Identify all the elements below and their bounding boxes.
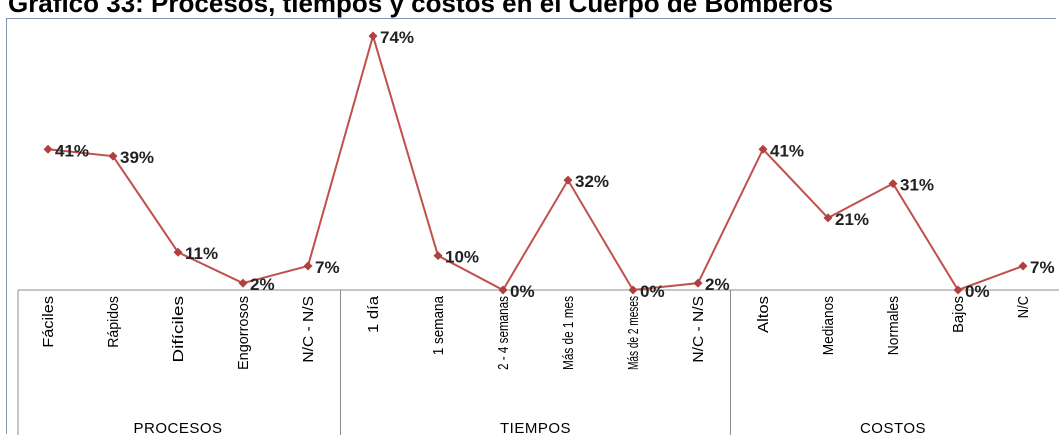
data-point (238, 278, 248, 288)
group-label: COSTOS (860, 420, 926, 435)
category-label: Medianos (820, 296, 837, 355)
category-label: N/C - N/S (690, 296, 707, 363)
data-point (823, 213, 833, 223)
data-point (173, 247, 183, 257)
data-point (1018, 261, 1028, 271)
data-label: 0% (965, 282, 990, 301)
data-label: 0% (510, 282, 535, 301)
category-label: 1 día (365, 295, 382, 333)
data-point (43, 144, 53, 154)
data-label: 2% (250, 275, 275, 294)
category-label: Más de 2 meses (625, 296, 642, 370)
chart-frame (6, 18, 1056, 434)
data-point (758, 144, 768, 154)
category-label: Difíciles (170, 296, 187, 363)
data-label: 31% (900, 176, 934, 195)
data-label: 7% (1030, 258, 1055, 277)
category-label: Normales (885, 296, 902, 355)
series-line (47, 32, 1024, 292)
category-label: 1 semana (430, 295, 447, 355)
category-label: N/C (1015, 296, 1032, 318)
category-label: Engorrosos (235, 296, 252, 370)
category-label: Más de 1 mes (560, 296, 577, 370)
data-point (368, 31, 378, 41)
data-label: 7% (315, 258, 340, 277)
data-point (498, 285, 508, 295)
category-label: Bajos (950, 296, 967, 333)
data-point (953, 285, 963, 295)
chart-title: Gráfico 33: Procesos, tiempos y costos e… (8, 0, 834, 18)
data-point (108, 151, 118, 161)
category-label: 2 - 4 semanas (495, 296, 512, 370)
data-point (628, 285, 638, 295)
data-point (563, 175, 573, 185)
data-label: 2% (705, 275, 730, 294)
data-label: 74% (380, 28, 414, 47)
group-label: TIEMPOS (500, 420, 571, 435)
data-label: 41% (55, 141, 89, 160)
data-point (433, 251, 443, 261)
data-point (693, 278, 703, 288)
group-label: PROCESOS (133, 420, 222, 435)
data-label: 39% (120, 148, 154, 167)
category-label: Rápidos (105, 296, 122, 348)
data-point (888, 179, 898, 189)
data-label: 10% (445, 248, 479, 267)
data-label: 11% (185, 244, 218, 263)
data-label: 0% (640, 282, 665, 301)
data-label: 21% (835, 210, 869, 229)
data-point (303, 261, 313, 271)
category-label: Fáciles (40, 296, 57, 348)
category-label: Altos (755, 296, 772, 333)
category-label: N/C - N/S (300, 296, 317, 363)
data-label: 41% (770, 141, 804, 160)
data-label: 32% (575, 172, 609, 191)
